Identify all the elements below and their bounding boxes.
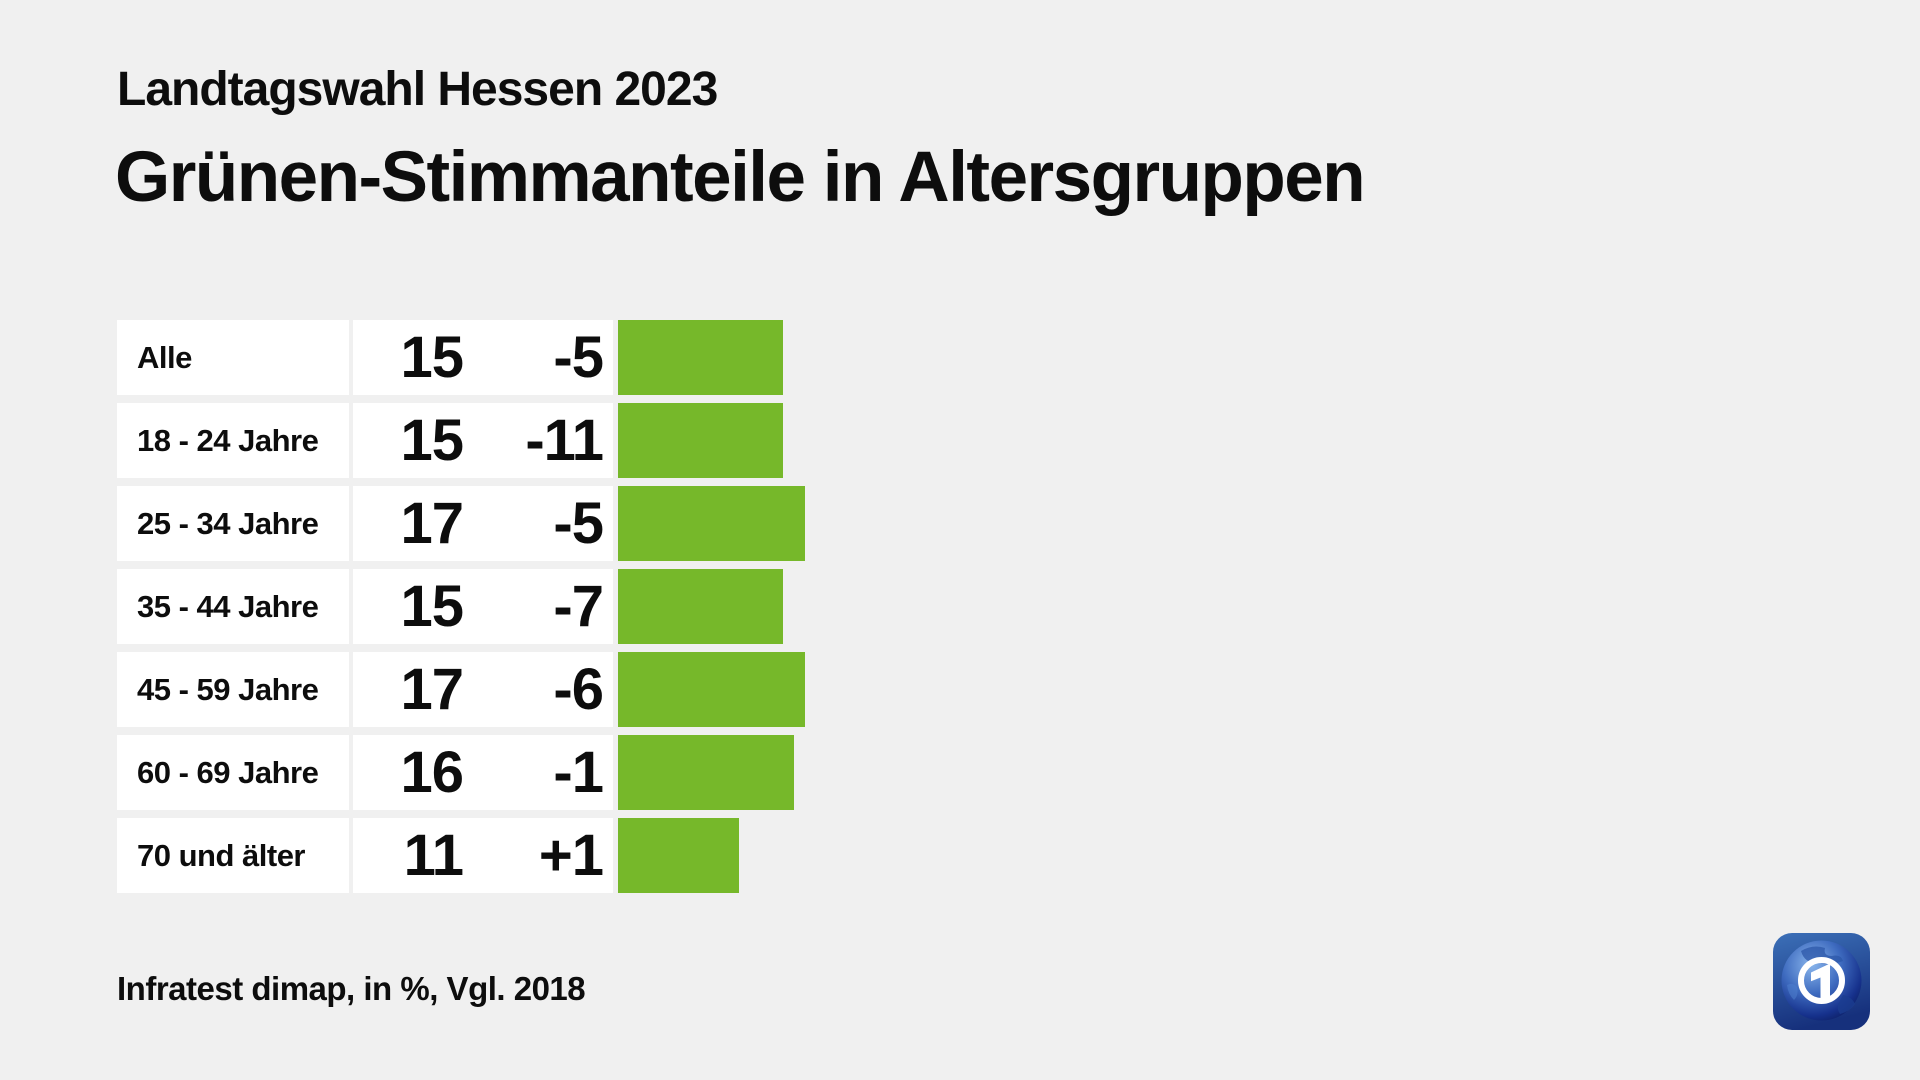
row-label: 60 - 69 Jahre xyxy=(117,735,349,810)
row-label: 18 - 24 Jahre xyxy=(117,403,349,478)
bar-chart: Alle 15 -5 18 - 24 Jahre 15 -11 25 - 34 Jahre 1… xyxy=(117,320,805,901)
row-value: 15 xyxy=(400,324,464,390)
row-diff-value: -7 xyxy=(553,573,604,639)
table-row: 18 - 24 Jahre 15 -11 xyxy=(117,403,805,478)
row-value: 15 xyxy=(400,407,464,473)
row-value-cell: 17 -5 xyxy=(353,486,613,561)
kicker-text: Landtagswahl Hessen 2023 xyxy=(117,63,718,116)
value-bar xyxy=(618,486,805,561)
logo-ring xyxy=(1798,957,1845,1004)
row-label: 45 - 59 Jahre xyxy=(117,652,349,727)
row-value-cell: 17 -6 xyxy=(353,652,613,727)
row-diff-value: -6 xyxy=(553,656,604,722)
row-label: 25 - 34 Jahre xyxy=(117,486,349,561)
value-bar xyxy=(618,652,805,727)
row-value-cell: 15 -7 xyxy=(353,569,613,644)
row-value-cell: 15 -5 xyxy=(353,320,613,395)
value-bar xyxy=(618,735,794,810)
row-diff-value: -5 xyxy=(553,324,604,390)
row-label: 35 - 44 Jahre xyxy=(117,569,349,644)
row-diff-value: -5 xyxy=(553,490,604,556)
value-bar xyxy=(618,403,783,478)
ard-logo xyxy=(1773,933,1870,1030)
value-bar xyxy=(618,818,739,893)
row-label: Alle xyxy=(117,320,349,395)
logo-one xyxy=(1811,963,1830,999)
table-row: 70 und älter 11 +1 xyxy=(117,818,805,893)
row-value: 16 xyxy=(400,739,464,805)
value-bar xyxy=(618,569,783,644)
table-row: Alle 15 -5 xyxy=(117,320,805,395)
source-note: Infratest dimap, in %, Vgl. 2018 xyxy=(117,970,586,1007)
row-value: 15 xyxy=(400,573,464,639)
logo-continent xyxy=(1837,995,1855,1014)
row-value-cell: 11 +1 xyxy=(353,818,613,893)
row-value-cell: 16 -1 xyxy=(353,735,613,810)
table-row: 25 - 34 Jahre 17 -5 xyxy=(117,486,805,561)
row-value-cell: 15 -11 xyxy=(353,403,613,478)
table-row: 60 - 69 Jahre 16 -1 xyxy=(117,735,805,810)
table-row: 45 - 59 Jahre 17 -6 xyxy=(117,652,805,727)
row-diff-value: +1 xyxy=(538,822,604,888)
table-row: 35 - 44 Jahre 15 -7 xyxy=(117,569,805,644)
row-value: 17 xyxy=(400,490,464,556)
value-bar xyxy=(618,320,783,395)
row-label: 70 und älter xyxy=(117,818,349,893)
row-value: 11 xyxy=(403,822,464,888)
row-diff-value: -1 xyxy=(553,739,604,805)
row-diff-value: -11 xyxy=(525,407,604,473)
row-value: 17 xyxy=(400,656,464,722)
page-title: Grünen-Stimmanteile in Altersgruppen xyxy=(115,138,1366,217)
logo-continent xyxy=(1787,983,1798,1000)
